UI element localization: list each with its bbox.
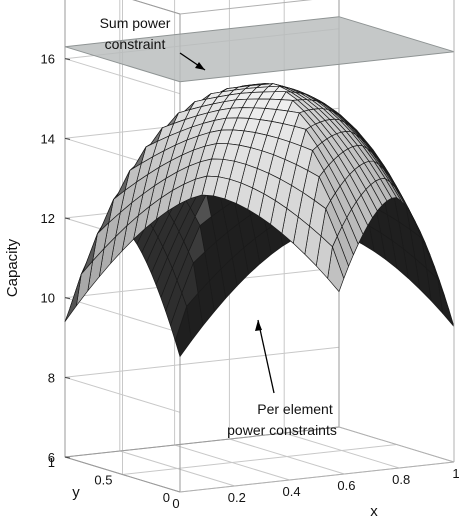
x-tick-label: 1: [452, 466, 459, 481]
box-edge-front: [338, 426, 455, 463]
sum-power-arrowhead: [195, 62, 205, 70]
z-tick: [64, 297, 71, 300]
x-tick-label: 0.6: [337, 478, 355, 493]
surface-patch: [64, 273, 82, 322]
y-tick-label: 0.5: [94, 473, 112, 488]
y-axis-title: y: [72, 484, 80, 501]
z-tick: [64, 456, 71, 459]
z-tick-label: 10: [41, 291, 55, 306]
x-tick-label: 0.2: [228, 490, 246, 505]
axis-box-front: [179, 0, 455, 493]
z-tick-label: 16: [41, 52, 55, 67]
sum-power-annotation-line2: constraint: [105, 36, 166, 52]
capacity-surface: [64, 82, 455, 357]
box-edge: [64, 426, 340, 458]
z-tick-label: 12: [41, 211, 55, 226]
per-element-arrowhead: [255, 320, 262, 331]
x-tick-label: 0.8: [392, 472, 410, 487]
box-edge: [132, 0, 181, 15]
x-axis-title: x: [370, 503, 378, 520]
z-tick-label: 14: [41, 131, 55, 146]
y-tick-label: 0: [163, 490, 170, 505]
box-edge: [64, 456, 181, 493]
z-tick: [64, 217, 71, 220]
z-tick: [64, 137, 71, 140]
sum-power-annotation-line1: Sum power: [100, 15, 171, 31]
z-tick: [64, 58, 71, 61]
z-tick: [64, 376, 71, 379]
box-edge-front: [179, 0, 313, 15]
z-axis-title: Capacity: [4, 238, 21, 297]
z-tick-label: 8: [48, 370, 55, 385]
y-tick-label: 1: [48, 455, 55, 470]
per-element-arrow: [257, 319, 275, 394]
x-tick-label: 0: [172, 496, 179, 511]
per-element-annotation-line1: Per element: [257, 401, 333, 417]
box-edge-front: [179, 461, 455, 493]
x-tick-label: 0.4: [283, 484, 301, 499]
per-element-annotation-line2: power constraints: [227, 422, 337, 438]
z-tick-label: 6: [48, 450, 55, 465]
